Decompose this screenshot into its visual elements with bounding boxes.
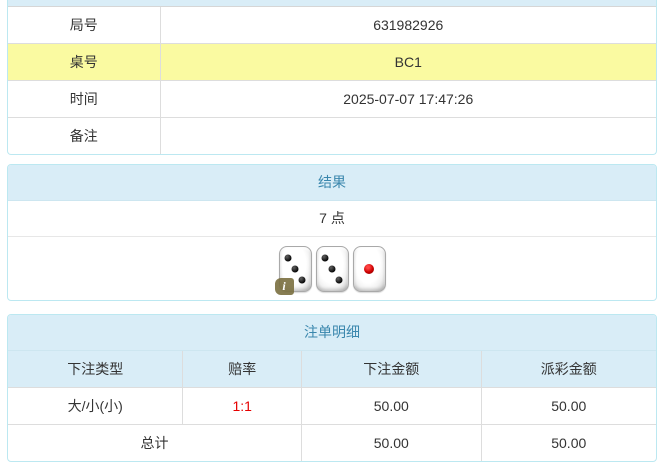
remark-value (160, 117, 656, 154)
info-row-remark: 备注 (8, 117, 656, 154)
time-label: 时间 (8, 80, 161, 118)
dice-row: i (8, 237, 656, 300)
game-info-table: 局号 631982926 桌号 BC1 时间 2025-07-07 17:47:… (8, 7, 656, 154)
col-header-bet-amount: 下注金额 (301, 351, 482, 388)
black-pip (298, 276, 305, 284)
total-bet-amount-cell: 50.00 (301, 424, 482, 461)
black-pip (328, 265, 336, 273)
die-3-face-1 (352, 245, 386, 292)
die-1-face-3: i (274, 245, 312, 295)
info-row-round: 局号 631982926 (8, 7, 656, 44)
table-number-value: BC1 (160, 43, 656, 81)
red-pip (364, 264, 374, 275)
total-payout-amount-cell: 50.00 (481, 424, 656, 461)
black-pip (321, 254, 329, 262)
info-row-table: 桌号 BC1 (8, 43, 656, 81)
col-header-odds: 赔率 (182, 351, 303, 388)
bet-amount-cell: 50.00 (301, 387, 482, 425)
bet-type-cell: 大/小(小) (8, 387, 184, 425)
round-number-label: 局号 (8, 7, 161, 44)
game-info-panel-header-strip (8, 0, 656, 7)
total-label-cell: 总计 (8, 424, 303, 461)
die-2-face-3 (315, 245, 349, 292)
odds-cell: 1:1 (182, 387, 303, 425)
time-value: 2025-07-07 17:47:26 (160, 80, 656, 118)
bet-columns-header-row: 下注类型 赔率 下注金额 派彩金额 (8, 351, 656, 388)
bet-details-table: 下注类型 赔率 下注金额 派彩金额 大/小(小) 1:1 50.00 50.00… (8, 351, 656, 461)
total-row: 总计 50.00 50.00 (8, 424, 656, 461)
bet-details-panel: 注单明细 下注类型 赔率 下注金额 派彩金额 大/小(小) 1:1 50.00 … (7, 314, 657, 462)
bet-row: 大/小(小) 1:1 50.00 50.00 (8, 387, 656, 425)
info-row-time: 时间 2025-07-07 17:47:26 (8, 80, 656, 118)
black-pip (291, 265, 299, 273)
col-header-payout-amount: 派彩金额 (481, 351, 656, 388)
col-header-bet-type: 下注类型 (8, 351, 184, 388)
info-icon[interactable]: i (274, 277, 294, 295)
result-panel: 结果 7 点 i (7, 164, 657, 301)
dice-strip: i (274, 245, 386, 295)
round-number-value: 631982926 (373, 17, 444, 33)
payout-amount-cell: 50.00 (481, 387, 656, 425)
result-panel-title: 结果 (8, 165, 656, 201)
remark-label: 备注 (8, 117, 161, 154)
game-info-panel: 局号 631982926 桌号 BC1 时间 2025-07-07 17:47:… (7, 0, 657, 155)
result-points: 7 点 (8, 201, 656, 237)
table-number-label: 桌号 (8, 43, 161, 81)
black-pip (284, 254, 292, 262)
black-pip (335, 276, 342, 284)
bet-details-title: 注单明细 (8, 315, 656, 351)
